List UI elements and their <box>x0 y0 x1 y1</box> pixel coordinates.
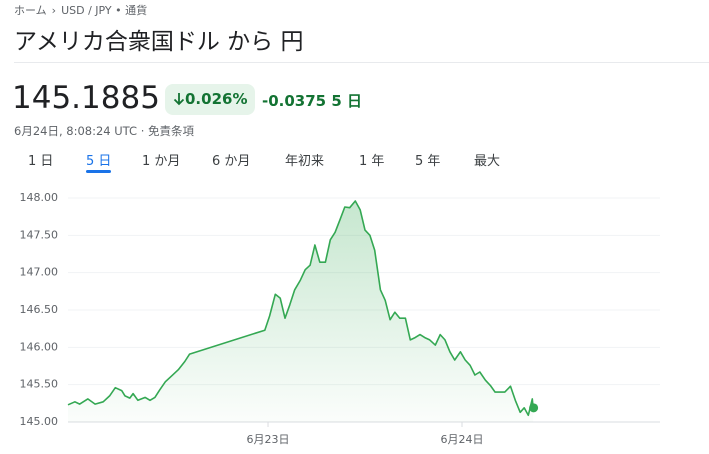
range-tab[interactable]: 5 日 <box>86 150 112 173</box>
range-tab[interactable]: 1 か月 <box>142 154 181 169</box>
range-tab[interactable]: 年初来 <box>285 154 325 169</box>
change-value: -0.0375 <box>262 92 327 110</box>
breadcrumb-link[interactable]: USD / JPY • 通貨 <box>61 4 148 17</box>
y-tick-label: 146.50 <box>20 303 59 316</box>
chart: 145.00 145.50 146.00 146.50 147.00 147.50 148.… <box>20 191 660 446</box>
range-tab[interactable]: 1 日 <box>28 154 54 169</box>
y-tick-label: 148.00 <box>20 191 59 204</box>
timestamp-line: 6月24日, 8:08:24 UTC · 免責条項 <box>14 124 195 138</box>
title: アメリカ合衆国ドル から 円 <box>14 29 304 55</box>
last-point <box>529 403 539 413</box>
timestamp: 6月24日, 8:08:24 UTC <box>14 124 138 138</box>
range-tab[interactable]: 1 年 <box>359 154 385 169</box>
y-tick-label: 147.00 <box>20 266 59 279</box>
disclaimer-link[interactable]: 免責条項 <box>148 124 195 138</box>
price: 145.1885 <box>12 80 160 116</box>
change-percent: 0.026% <box>185 90 248 108</box>
divider <box>14 62 709 63</box>
x-tick-label: 6月23日 <box>247 433 290 446</box>
y-tick-label: 145.50 <box>20 378 59 391</box>
change-period: 5 日 <box>331 92 363 110</box>
breadcrumb: ホーム › USD / JPY • 通貨 <box>14 4 148 17</box>
area-fill <box>68 201 534 422</box>
y-tick-label: 146.00 <box>20 340 59 353</box>
down-arrow <box>173 93 185 106</box>
y-tick-label: 147.50 <box>20 228 59 241</box>
range-tab[interactable]: 6 か月 <box>212 154 251 169</box>
breadcrumb-link[interactable]: ホーム <box>14 4 47 17</box>
range-tab[interactable]: 最大 <box>474 154 501 169</box>
change-badge: 0.026% <box>165 84 255 115</box>
change: -0.0375 5 日 <box>262 90 362 111</box>
price-line <box>67 200 534 417</box>
x-tick-label: 6月24日 <box>440 433 483 446</box>
y-tick-label: 145.00 <box>20 415 59 428</box>
range-tab[interactable]: 5 年 <box>415 154 441 169</box>
